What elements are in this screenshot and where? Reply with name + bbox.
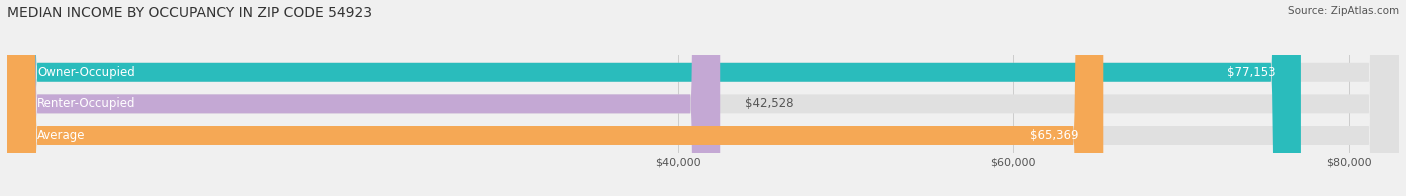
Text: $42,528: $42,528 — [745, 97, 794, 110]
FancyBboxPatch shape — [7, 0, 720, 196]
Text: Source: ZipAtlas.com: Source: ZipAtlas.com — [1288, 6, 1399, 16]
Text: $77,153: $77,153 — [1227, 66, 1275, 79]
Text: Renter-Occupied: Renter-Occupied — [37, 97, 136, 110]
Text: $65,369: $65,369 — [1029, 129, 1078, 142]
FancyBboxPatch shape — [7, 0, 1301, 196]
Text: Owner-Occupied: Owner-Occupied — [37, 66, 135, 79]
FancyBboxPatch shape — [7, 0, 1399, 196]
FancyBboxPatch shape — [7, 0, 1399, 196]
FancyBboxPatch shape — [7, 0, 1104, 196]
Text: MEDIAN INCOME BY OCCUPANCY IN ZIP CODE 54923: MEDIAN INCOME BY OCCUPANCY IN ZIP CODE 5… — [7, 6, 373, 20]
FancyBboxPatch shape — [7, 0, 1399, 196]
Text: Average: Average — [37, 129, 86, 142]
